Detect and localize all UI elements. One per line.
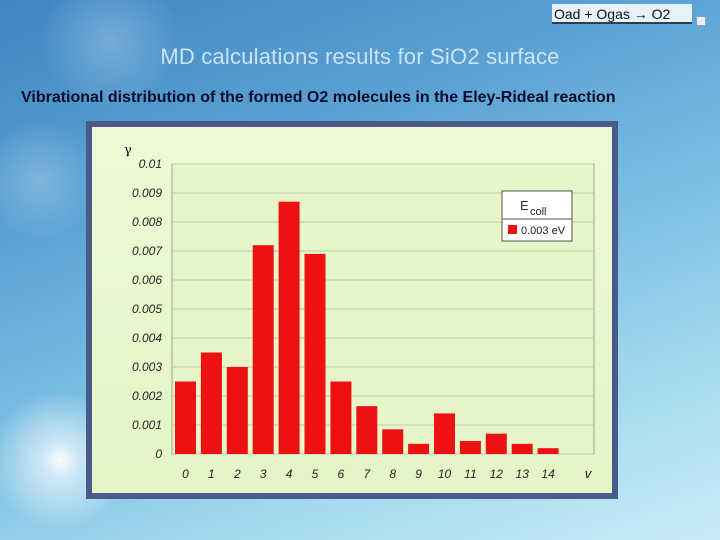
y-tick-label: 0.01 — [139, 157, 162, 171]
chart-frame: 0 0.001 0.002 0.003 0.004 0.005 0.006 0.007 0.00… — [86, 121, 618, 499]
reaction-label: Oad + Ogas → O2 — [552, 4, 692, 24]
bar — [356, 406, 378, 454]
y-tick-label: 0.007 — [132, 244, 163, 258]
bar — [511, 443, 533, 454]
bar — [175, 381, 196, 454]
bar — [485, 433, 507, 454]
bar — [459, 440, 481, 454]
y-tick-label: 0.001 — [132, 418, 162, 432]
x-tick-label: 10 — [438, 467, 452, 481]
x-tick-label: 2 — [233, 467, 241, 481]
y-tick-label: 0.005 — [132, 302, 162, 316]
bar — [537, 448, 559, 454]
legend-title-subscript: coll — [530, 206, 547, 218]
bar — [252, 245, 274, 454]
x-tick-label: 6 — [338, 467, 345, 481]
y-tick-label: 0.003 — [132, 360, 162, 374]
y-tick-label: 0.008 — [132, 215, 162, 229]
x-tick-label: 13 — [516, 467, 530, 481]
y-tick-label: 0.004 — [132, 331, 162, 345]
legend-title: E — [520, 198, 529, 213]
reaction-label-text: Oad + Ogas → O2 — [554, 6, 671, 22]
legend-entry: 0.003 eV — [521, 225, 566, 237]
x-tick-label: 4 — [286, 467, 293, 481]
x-tick-label: 12 — [490, 467, 504, 481]
bar — [434, 413, 455, 454]
x-tick-label: 3 — [260, 467, 267, 481]
x-tick-label: 9 — [415, 467, 422, 481]
y-tick-label: 0.009 — [132, 186, 162, 200]
y-tick-label: 0 — [155, 447, 162, 461]
x-tick-label: 0 — [182, 467, 189, 481]
corner-marker — [696, 16, 706, 26]
y-tick-label: 0.002 — [132, 389, 162, 403]
x-tick-label: 8 — [389, 467, 396, 481]
x-tick-label: 1 — [208, 467, 215, 481]
x-tick-label: 11 — [464, 467, 476, 481]
chart-panel: 0 0.001 0.002 0.003 0.004 0.005 0.006 0.007 0.00… — [92, 127, 612, 493]
x-tick-label: 14 — [541, 467, 555, 481]
bar — [226, 367, 248, 454]
bar-chart: 0 0.001 0.002 0.003 0.004 0.005 0.006 0.007 0.00… — [124, 143, 595, 481]
y-axis-label: γ — [124, 143, 132, 158]
bar — [330, 381, 352, 454]
slide-title: MD calculations results for SiO2 surface — [160, 44, 560, 69]
bar — [382, 429, 404, 454]
bar — [200, 352, 222, 454]
x-axis-label: v — [585, 466, 593, 481]
bar — [304, 253, 326, 454]
bar — [278, 201, 300, 454]
y-tick-label: 0.006 — [132, 273, 162, 287]
bar — [408, 443, 430, 454]
slide-subtitle: Vibrational distribution of the formed O… — [21, 89, 616, 106]
x-tick-label: 5 — [312, 467, 319, 481]
legend-swatch — [508, 225, 517, 234]
x-tick-label: 7 — [363, 467, 371, 481]
